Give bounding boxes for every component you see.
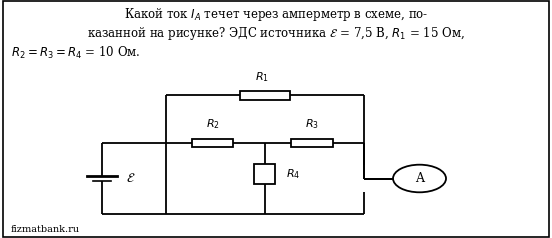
FancyBboxPatch shape [291,139,332,147]
Ellipse shape [393,165,446,192]
FancyBboxPatch shape [192,139,233,147]
Text: $R_1$: $R_1$ [255,70,269,84]
FancyBboxPatch shape [3,1,549,237]
Text: $\mathcal{E}$: $\mathcal{E}$ [125,172,135,185]
Text: $R_2 = R_3 = R_4$ = 10 Ом.: $R_2 = R_3 = R_4$ = 10 Ом. [11,45,141,61]
Text: $R_3$: $R_3$ [305,118,319,131]
Text: казанной на рисунке? ЭДС источника $\mathcal{E}$ = 7,5 В, $R_1$ = 15 Ом,: казанной на рисунке? ЭДС источника $\mat… [87,25,465,42]
Text: Какой ток $I_A$ течет через амперметр в схеме, по-: Какой ток $I_A$ течет через амперметр в … [124,6,428,23]
Text: fizmatbank.ru: fizmatbank.ru [11,225,80,234]
Text: $R_4$: $R_4$ [286,167,301,181]
FancyBboxPatch shape [254,164,275,184]
Text: $R_2$: $R_2$ [205,118,220,131]
FancyBboxPatch shape [240,91,290,100]
Text: A: A [415,172,424,185]
